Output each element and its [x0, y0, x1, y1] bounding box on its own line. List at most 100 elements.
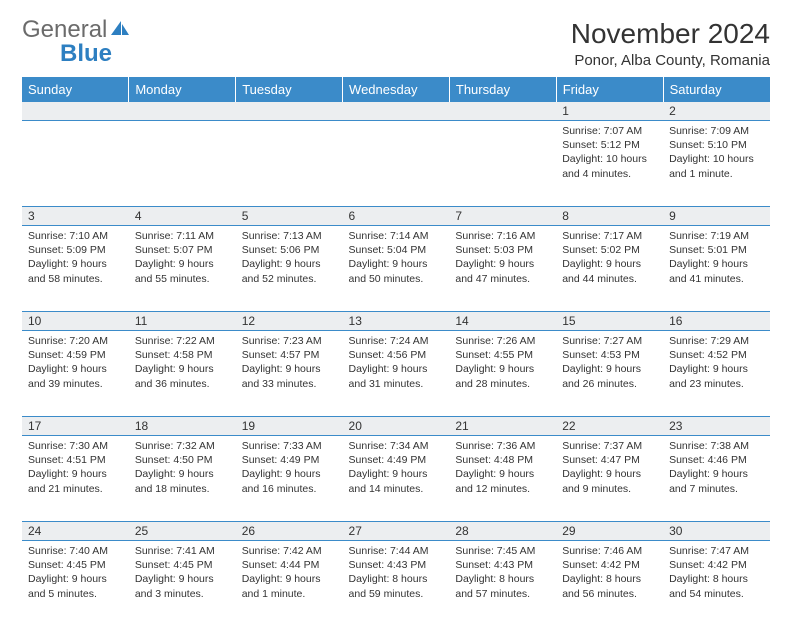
day-number-cell: 27 [343, 522, 450, 541]
sunrise-text: Sunrise: 7:40 AM [28, 544, 123, 558]
logo-general: General [22, 16, 107, 43]
sunset-text: Sunset: 5:01 PM [669, 243, 764, 257]
daylight-text: Daylight: 9 hours and 14 minutes. [349, 467, 444, 495]
sunrise-text: Sunrise: 7:46 AM [562, 544, 657, 558]
daynum-row: 3456789 [22, 207, 770, 226]
sunset-text: Sunset: 5:02 PM [562, 243, 657, 257]
daynum-row: 12 [22, 102, 770, 121]
sunrise-text: Sunrise: 7:47 AM [669, 544, 764, 558]
sunset-text: Sunset: 5:09 PM [28, 243, 123, 257]
day-content-cell: Sunrise: 7:38 AMSunset: 4:46 PMDaylight:… [663, 436, 770, 522]
day-number-cell [343, 102, 450, 121]
daylight-text: Daylight: 9 hours and 7 minutes. [669, 467, 764, 495]
sunrise-text: Sunrise: 7:33 AM [242, 439, 337, 453]
logo-sail-icon [109, 19, 131, 42]
daylight-text: Daylight: 9 hours and 44 minutes. [562, 257, 657, 285]
sunset-text: Sunset: 4:46 PM [669, 453, 764, 467]
day-content-cell: Sunrise: 7:20 AMSunset: 4:59 PMDaylight:… [22, 331, 129, 417]
day-number-cell: 16 [663, 312, 770, 331]
day-number-cell: 10 [22, 312, 129, 331]
daylight-text: Daylight: 9 hours and 33 minutes. [242, 362, 337, 390]
sunset-text: Sunset: 4:53 PM [562, 348, 657, 362]
day-content-cell [129, 121, 236, 207]
day-number-cell [449, 102, 556, 121]
day-number-cell: 11 [129, 312, 236, 331]
sunset-text: Sunset: 4:43 PM [455, 558, 550, 572]
day-number-cell: 8 [556, 207, 663, 226]
sunset-text: Sunset: 4:57 PM [242, 348, 337, 362]
day-content-cell: Sunrise: 7:44 AMSunset: 4:43 PMDaylight:… [343, 541, 450, 627]
day-number-cell [236, 102, 343, 121]
sunrise-text: Sunrise: 7:19 AM [669, 229, 764, 243]
sunset-text: Sunset: 4:56 PM [349, 348, 444, 362]
day-content-cell: Sunrise: 7:45 AMSunset: 4:43 PMDaylight:… [449, 541, 556, 627]
day-content-cell: Sunrise: 7:34 AMSunset: 4:49 PMDaylight:… [343, 436, 450, 522]
day-number-cell: 5 [236, 207, 343, 226]
day-content-cell: Sunrise: 7:23 AMSunset: 4:57 PMDaylight:… [236, 331, 343, 417]
daylight-text: Daylight: 8 hours and 57 minutes. [455, 572, 550, 600]
sunset-text: Sunset: 4:43 PM [349, 558, 444, 572]
daylight-text: Daylight: 9 hours and 47 minutes. [455, 257, 550, 285]
sunrise-text: Sunrise: 7:36 AM [455, 439, 550, 453]
daylight-text: Daylight: 9 hours and 21 minutes. [28, 467, 123, 495]
day-number-cell: 6 [343, 207, 450, 226]
day-number-cell: 26 [236, 522, 343, 541]
day-number-cell: 3 [22, 207, 129, 226]
day-content-cell: Sunrise: 7:30 AMSunset: 4:51 PMDaylight:… [22, 436, 129, 522]
sunrise-text: Sunrise: 7:37 AM [562, 439, 657, 453]
sunset-text: Sunset: 4:47 PM [562, 453, 657, 467]
day-number-cell: 24 [22, 522, 129, 541]
sunset-text: Sunset: 4:51 PM [28, 453, 123, 467]
day-content-cell: Sunrise: 7:26 AMSunset: 4:55 PMDaylight:… [449, 331, 556, 417]
sunset-text: Sunset: 4:50 PM [135, 453, 230, 467]
daylight-text: Daylight: 8 hours and 54 minutes. [669, 572, 764, 600]
sunset-text: Sunset: 5:07 PM [135, 243, 230, 257]
daylight-text: Daylight: 9 hours and 18 minutes. [135, 467, 230, 495]
weekday-header: Thursday [449, 77, 556, 102]
day-number-cell: 12 [236, 312, 343, 331]
day-number-cell: 2 [663, 102, 770, 121]
day-number-cell: 22 [556, 417, 663, 436]
header: General Blue November 2024 Ponor, Alba C… [22, 18, 770, 69]
weekday-header: Wednesday [343, 77, 450, 102]
sunset-text: Sunset: 4:49 PM [242, 453, 337, 467]
daylight-text: Daylight: 9 hours and 3 minutes. [135, 572, 230, 600]
sunrise-text: Sunrise: 7:11 AM [135, 229, 230, 243]
daynum-row: 10111213141516 [22, 312, 770, 331]
day-content-cell: Sunrise: 7:27 AMSunset: 4:53 PMDaylight:… [556, 331, 663, 417]
day-content-cell: Sunrise: 7:42 AMSunset: 4:44 PMDaylight:… [236, 541, 343, 627]
day-content-cell: Sunrise: 7:19 AMSunset: 5:01 PMDaylight:… [663, 226, 770, 312]
daylight-text: Daylight: 9 hours and 9 minutes. [562, 467, 657, 495]
sunrise-text: Sunrise: 7:44 AM [349, 544, 444, 558]
day-number-cell: 7 [449, 207, 556, 226]
day-content-cell: Sunrise: 7:10 AMSunset: 5:09 PMDaylight:… [22, 226, 129, 312]
daylight-text: Daylight: 9 hours and 41 minutes. [669, 257, 764, 285]
day-content-cell: Sunrise: 7:46 AMSunset: 4:42 PMDaylight:… [556, 541, 663, 627]
day-content-cell [22, 121, 129, 207]
sunrise-text: Sunrise: 7:38 AM [669, 439, 764, 453]
weekday-header: Sunday [22, 77, 129, 102]
day-number-cell: 18 [129, 417, 236, 436]
weekday-header: Tuesday [236, 77, 343, 102]
sunset-text: Sunset: 4:42 PM [562, 558, 657, 572]
sunrise-text: Sunrise: 7:23 AM [242, 334, 337, 348]
sunset-text: Sunset: 4:58 PM [135, 348, 230, 362]
day-number-cell: 13 [343, 312, 450, 331]
sunrise-text: Sunrise: 7:41 AM [135, 544, 230, 558]
sunrise-text: Sunrise: 7:17 AM [562, 229, 657, 243]
daynum-row: 24252627282930 [22, 522, 770, 541]
sunrise-text: Sunrise: 7:14 AM [349, 229, 444, 243]
day-number-cell: 9 [663, 207, 770, 226]
sunrise-text: Sunrise: 7:13 AM [242, 229, 337, 243]
sunrise-text: Sunrise: 7:32 AM [135, 439, 230, 453]
weekday-header-row: SundayMondayTuesdayWednesdayThursdayFrid… [22, 77, 770, 102]
day-content-cell: Sunrise: 7:22 AMSunset: 4:58 PMDaylight:… [129, 331, 236, 417]
daylight-text: Daylight: 9 hours and 50 minutes. [349, 257, 444, 285]
day-content-cell: Sunrise: 7:14 AMSunset: 5:04 PMDaylight:… [343, 226, 450, 312]
sunset-text: Sunset: 5:03 PM [455, 243, 550, 257]
daylight-text: Daylight: 9 hours and 1 minute. [242, 572, 337, 600]
day-content-cell: Sunrise: 7:11 AMSunset: 5:07 PMDaylight:… [129, 226, 236, 312]
daylight-text: Daylight: 9 hours and 36 minutes. [135, 362, 230, 390]
daylight-text: Daylight: 9 hours and 39 minutes. [28, 362, 123, 390]
daylight-text: Daylight: 9 hours and 28 minutes. [455, 362, 550, 390]
